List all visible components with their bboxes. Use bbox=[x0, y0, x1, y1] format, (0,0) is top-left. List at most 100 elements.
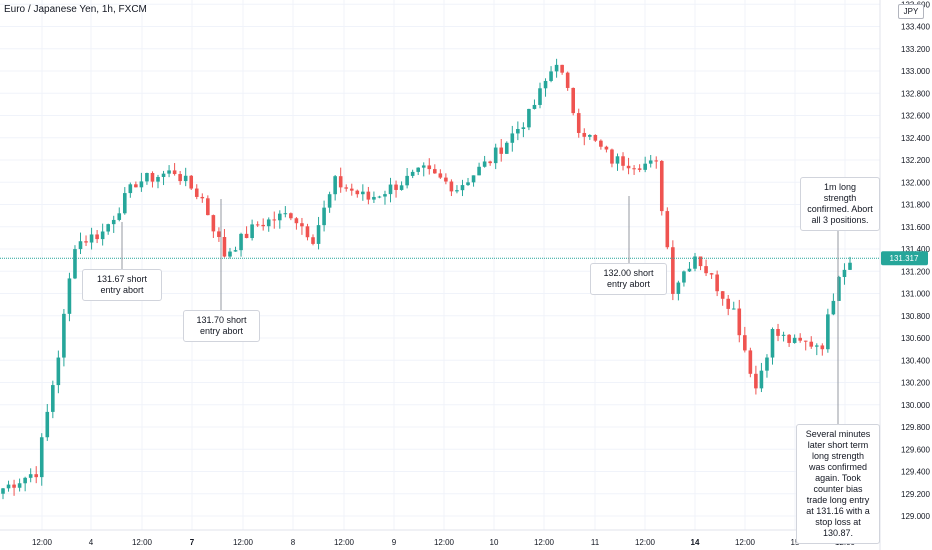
y-tick-label: 131.600 bbox=[901, 223, 930, 232]
candle-body bbox=[604, 146, 609, 150]
candle-body bbox=[438, 173, 443, 178]
candle-body bbox=[781, 334, 786, 336]
candle-body bbox=[28, 474, 33, 478]
candle-body bbox=[305, 226, 310, 238]
candle-body bbox=[233, 250, 238, 252]
candle-body bbox=[56, 357, 61, 386]
annotation-abort-all[interactable]: 1m long strength confirmed. Abort all 3 … bbox=[800, 177, 880, 231]
candle-body bbox=[637, 168, 642, 170]
x-tick-label: 12:00 bbox=[32, 538, 53, 547]
candle-body bbox=[84, 241, 88, 243]
candle-body bbox=[23, 477, 27, 484]
candle-body bbox=[665, 211, 670, 248]
candle-body bbox=[410, 171, 415, 176]
currency-label[interactable]: JPY bbox=[898, 4, 924, 19]
candle-body bbox=[139, 181, 144, 188]
candle-body bbox=[615, 156, 620, 164]
candle-body bbox=[211, 215, 216, 232]
annotation-131-70[interactable]: 131.70 short entry abort bbox=[183, 310, 260, 342]
candle-body bbox=[194, 188, 199, 197]
candle-body bbox=[770, 329, 775, 358]
candle-body bbox=[560, 64, 564, 73]
x-tick-label: 8 bbox=[291, 538, 296, 547]
candle-body bbox=[654, 160, 659, 162]
candle-body bbox=[682, 271, 686, 283]
candle-body bbox=[95, 234, 99, 240]
candle-body bbox=[277, 213, 282, 221]
last-price-label: 131.317 bbox=[890, 254, 919, 263]
candle-body bbox=[787, 334, 791, 343]
candle-body bbox=[222, 237, 227, 257]
candle-body bbox=[372, 196, 376, 200]
candle-body bbox=[433, 169, 437, 174]
candle-body bbox=[51, 385, 55, 412]
candle-body bbox=[89, 234, 94, 243]
candle-body bbox=[532, 104, 537, 109]
candle-body bbox=[698, 256, 703, 267]
y-tick-label: 129.200 bbox=[901, 490, 930, 499]
y-tick-label: 129.000 bbox=[901, 512, 930, 521]
y-tick-label: 132.200 bbox=[901, 156, 930, 165]
annotation-131-67[interactable]: 131.67 short entry abort bbox=[82, 269, 162, 301]
candle-body bbox=[239, 233, 243, 251]
candle-body bbox=[183, 175, 188, 182]
candle-body bbox=[261, 224, 265, 227]
candle-body bbox=[715, 274, 719, 292]
y-tick-label: 130.600 bbox=[901, 334, 930, 343]
candle-body bbox=[327, 194, 332, 208]
candle-body bbox=[776, 329, 780, 336]
candle-body bbox=[565, 72, 570, 88]
x-tick-label: 12:00 bbox=[434, 538, 455, 547]
candle-body bbox=[272, 219, 277, 221]
y-tick-label: 133.200 bbox=[901, 45, 930, 54]
candle-body bbox=[576, 113, 581, 133]
candle-body bbox=[421, 165, 426, 168]
x-tick-label: 12:00 bbox=[233, 538, 254, 547]
candle-body bbox=[826, 314, 830, 350]
x-tick-label: 4 bbox=[89, 538, 94, 547]
candle-body bbox=[798, 337, 802, 341]
candle-body bbox=[39, 437, 44, 478]
candle-body bbox=[593, 134, 598, 141]
candle-body bbox=[726, 298, 731, 309]
candle-body bbox=[765, 357, 769, 371]
candle-body bbox=[62, 313, 66, 358]
y-tick-label: 132.600 bbox=[901, 112, 930, 121]
annotation-132-00[interactable]: 132.00 short entry abort bbox=[590, 263, 667, 295]
candle-body bbox=[244, 233, 249, 239]
candle-body bbox=[167, 170, 171, 174]
x-tick-label: 7 bbox=[190, 538, 195, 547]
candle-body bbox=[632, 168, 636, 170]
candle-body bbox=[621, 156, 625, 166]
candle-body bbox=[743, 335, 747, 351]
x-tick-label: 12:00 bbox=[334, 538, 355, 547]
y-tick-label: 130.200 bbox=[901, 379, 930, 388]
candle-body bbox=[67, 278, 72, 314]
y-tick-label: 133.000 bbox=[901, 67, 930, 76]
candle-body bbox=[482, 161, 487, 167]
candle-body bbox=[388, 184, 393, 195]
candle-body bbox=[111, 219, 116, 225]
candle-body bbox=[178, 174, 182, 182]
annotation-counter-bias[interactable]: Several minutes later short term long st… bbox=[796, 424, 880, 544]
candle-body bbox=[792, 337, 797, 343]
candle-body bbox=[527, 108, 531, 128]
candle-body bbox=[460, 185, 465, 191]
y-tick-label: 132.000 bbox=[901, 178, 930, 187]
candle-body bbox=[814, 345, 819, 347]
candle-body bbox=[383, 194, 387, 197]
candle-body bbox=[333, 176, 337, 195]
candle-body bbox=[471, 175, 476, 183]
candle-body bbox=[156, 176, 160, 182]
candle-body bbox=[349, 188, 354, 191]
candle-body bbox=[200, 196, 205, 199]
candle-body bbox=[416, 167, 420, 172]
candle-body bbox=[449, 181, 454, 192]
candle-body bbox=[837, 277, 841, 301]
candle-body bbox=[737, 308, 742, 336]
x-tick-label: 9 bbox=[392, 538, 397, 547]
candle-body bbox=[100, 231, 105, 240]
candle-body bbox=[316, 225, 321, 244]
candle-body bbox=[516, 129, 520, 134]
y-tick-label: 131.200 bbox=[901, 267, 930, 276]
